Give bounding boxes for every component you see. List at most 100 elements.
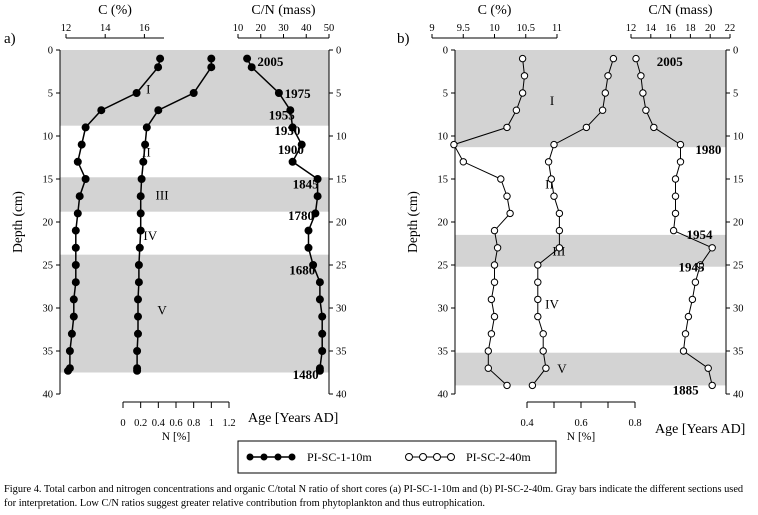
data-point <box>708 244 716 252</box>
depth-tick-label: 5 <box>733 89 738 100</box>
top-tick-label: 14 <box>100 23 111 34</box>
panel-b: 0 5 10 15 20 25 30 35 40 0 5 10 15 20 25 30 35 40 b) Depth … <box>397 3 745 443</box>
data-point <box>642 106 650 114</box>
data-point <box>555 226 564 235</box>
section-label-a-3: III <box>156 187 169 202</box>
section-label-a-5: V <box>157 303 167 318</box>
section-band-b-1 <box>455 50 726 148</box>
data-point <box>81 123 90 132</box>
top-tick-label: 12 <box>61 23 72 34</box>
depth-tick-label: 35 <box>43 347 54 358</box>
data-point <box>450 140 458 149</box>
data-point <box>490 226 499 235</box>
data-point <box>141 140 150 149</box>
data-point <box>459 158 467 166</box>
data-point <box>75 192 84 201</box>
data-point <box>503 192 511 200</box>
data-point <box>73 209 82 218</box>
data-point <box>503 381 511 390</box>
panel-label-b: b) <box>397 31 410 47</box>
data-point <box>601 89 609 97</box>
depth-tick-label: 10 <box>336 132 347 143</box>
depth-tick-label: 40 <box>438 390 449 401</box>
data-point <box>137 175 146 183</box>
data-point <box>696 261 704 269</box>
data-point <box>671 209 680 218</box>
data-point <box>81 175 90 183</box>
depth-tick-label: 25 <box>336 261 347 272</box>
data-point <box>69 312 78 321</box>
depth-tick-label: 15 <box>733 175 744 186</box>
depth-tick-label: 20 <box>733 218 744 229</box>
data-point <box>484 364 492 372</box>
data-point <box>503 123 511 132</box>
age-label: 1480 <box>293 367 319 382</box>
data-point <box>154 63 163 72</box>
data-point <box>547 175 555 183</box>
n-tick-label: 0.8 <box>628 418 641 429</box>
age-axis-label-a: Age [Years AD] <box>248 411 338 426</box>
age-label: 1900 <box>278 142 304 157</box>
data-point <box>69 295 78 304</box>
depth-tick-label: 25 <box>43 261 54 272</box>
data-point <box>487 330 496 338</box>
series-cn-b <box>632 54 716 390</box>
panel-a: 05101520253035400510152025303540a)Depth … <box>4 3 347 443</box>
series-c-b <box>450 54 529 390</box>
data-point <box>528 381 537 390</box>
data-point <box>497 175 505 183</box>
data-point <box>518 54 527 63</box>
data-point <box>156 54 165 63</box>
data-point <box>274 89 283 97</box>
figure: 05101520253035400510152025303540a)Depth … <box>4 3 745 474</box>
data-point <box>134 312 142 321</box>
c-axis-label-b: C (%) <box>478 3 512 18</box>
data-point <box>604 72 612 80</box>
data-point <box>484 347 492 355</box>
data-point <box>671 175 680 183</box>
depth-axis-label-b: Depth (cm) <box>405 191 420 253</box>
data-point <box>134 278 143 287</box>
section-label-a-1: I <box>146 82 150 97</box>
data-point <box>315 278 324 287</box>
data-point <box>132 89 141 97</box>
legend: PI-SC-1-10m PI-SC-2-40m <box>237 440 557 474</box>
data-point <box>637 72 645 80</box>
depth-tick-label: 30 <box>43 304 54 315</box>
data-point <box>134 261 143 269</box>
data-point <box>65 347 74 355</box>
data-point <box>136 209 145 218</box>
top-tick-label: 12 <box>626 23 637 34</box>
top-tick-label: 16 <box>139 23 150 34</box>
legend-marker-sc1 <box>246 453 296 461</box>
section-band-b-3 <box>455 234 726 267</box>
depth-tick-label: 0 <box>336 46 341 57</box>
data-point <box>71 261 80 269</box>
depth-tick-label: 30 <box>438 304 449 315</box>
section-label-a-4: IV <box>143 228 157 243</box>
top-tick-label: 40 <box>301 23 312 34</box>
depth-tick-label: 30 <box>733 304 744 315</box>
depth-tick-label: 40 <box>336 390 347 401</box>
top-tick-label: 16 <box>665 23 676 34</box>
data-point <box>67 329 76 338</box>
data-point <box>518 89 527 97</box>
data-point <box>318 347 327 355</box>
top-tick-label: 30 <box>278 23 289 34</box>
data-point <box>512 106 521 114</box>
data-point <box>313 175 322 183</box>
depth-tick-label: 0 <box>48 46 53 57</box>
depth-tick-label: 20 <box>43 218 54 229</box>
depth-axis-label-a: Depth (cm) <box>10 191 25 253</box>
data-point <box>315 366 324 375</box>
n-tick-label: 1.2 <box>222 418 235 429</box>
data-point <box>64 366 72 375</box>
age-label: 1955 <box>269 108 296 123</box>
depth-tick-label: 25 <box>438 261 449 272</box>
age-label: 1930 <box>274 123 300 138</box>
data-point <box>247 63 256 72</box>
data-point <box>297 140 306 149</box>
n-tick-label: 1 <box>209 418 214 429</box>
data-point <box>71 278 80 287</box>
panel-label-a: a) <box>4 31 16 47</box>
